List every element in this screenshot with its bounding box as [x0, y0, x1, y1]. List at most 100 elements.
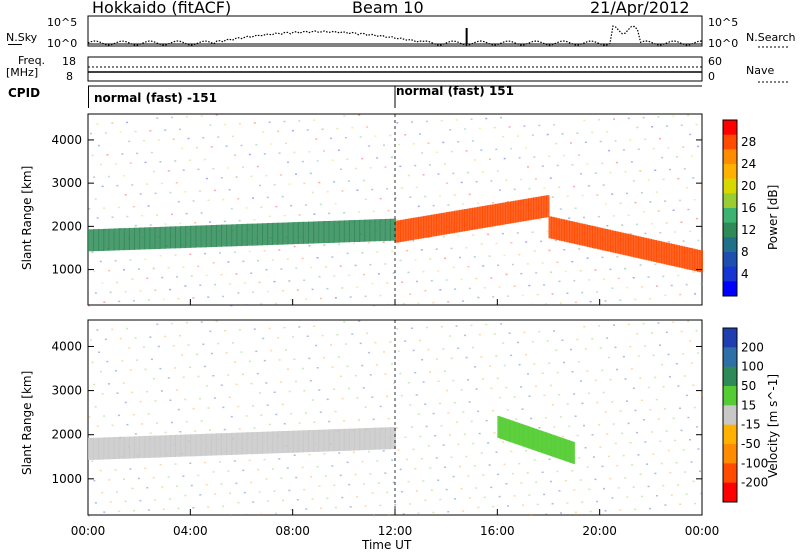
echo-band-cell [558, 437, 561, 460]
scatter-point [700, 283, 703, 285]
scatter-point [571, 260, 574, 263]
scatter-point [182, 376, 185, 378]
scatter-point [349, 506, 352, 508]
scatter-point [632, 180, 635, 182]
scatter-point [637, 148, 640, 150]
scatter-point [268, 215, 271, 218]
echo-band-cell [277, 431, 284, 454]
scatter-point [169, 399, 172, 401]
echo-band-cell [443, 212, 448, 235]
scatter-point [184, 191, 187, 193]
scatter-point [543, 394, 546, 397]
scatter-point [91, 154, 94, 157]
scatter-point [432, 301, 435, 304]
n-sky-tick-top: 10^5 [47, 16, 78, 29]
scatter-point [533, 156, 536, 158]
scatter-point [560, 302, 562, 304]
scatter-point [357, 419, 360, 421]
scatter-point [116, 281, 119, 284]
scatter-point [133, 300, 135, 302]
scatter-point [692, 480, 695, 483]
scatter-point [310, 476, 313, 478]
scatter-point [90, 132, 92, 135]
scatter-point [396, 219, 398, 221]
scatter-point [492, 202, 494, 204]
scatter-point [285, 349, 287, 351]
scatter-point [573, 279, 576, 282]
scatter-point [680, 124, 683, 126]
scatter-point [349, 296, 352, 298]
scatter-point [207, 506, 210, 508]
scatter-point [488, 365, 491, 367]
scatter-point [358, 320, 361, 322]
scatter-point [288, 390, 291, 393]
scatter-point [616, 464, 619, 467]
scatter-point [409, 503, 412, 505]
scatter-point [443, 370, 446, 372]
scatter-point [545, 513, 548, 515]
scatter-point [583, 325, 586, 328]
scatter-point [114, 469, 117, 471]
echo-band-cell [236, 432, 243, 455]
scatter-point [116, 491, 119, 493]
scatter-point [566, 502, 569, 504]
scatter-point [515, 418, 518, 420]
echo-band-cell [251, 223, 258, 246]
cpid-label: CPID [8, 86, 41, 100]
scatter-point [604, 510, 607, 512]
scatter-point [98, 144, 100, 147]
scatter-point [427, 349, 430, 351]
scatter-point [237, 405, 240, 408]
scatter-point [493, 126, 496, 129]
scatter-point [485, 419, 488, 422]
echo-band-cell [529, 426, 532, 449]
scatter-point [174, 160, 177, 162]
scatter-point [285, 142, 287, 145]
scatter-point [189, 159, 192, 161]
scatter-point [462, 510, 464, 512]
scatter-point [420, 249, 423, 251]
echo-band-cell [653, 240, 657, 262]
scatter-point [685, 283, 688, 286]
scatter-point [162, 298, 165, 301]
echo-band-cell [561, 437, 564, 460]
n-sky-label: N.Sky [6, 31, 38, 44]
scatter-point [275, 512, 277, 515]
scatter-point [331, 366, 334, 368]
scatter-point [304, 412, 307, 414]
scatter-point [641, 286, 644, 288]
scatter-point [156, 117, 159, 119]
scatter-point [321, 128, 324, 130]
scatter-point [230, 207, 233, 210]
scatter-point [369, 263, 372, 266]
scatter-point [159, 255, 162, 257]
scatter-point [693, 406, 696, 409]
echo-band-cell [451, 211, 455, 234]
scatter-point [144, 161, 147, 164]
scatter-point [192, 408, 195, 410]
scatter-point [495, 148, 498, 151]
echo-band-cell [562, 438, 565, 461]
power-colorbar-swatch [723, 193, 737, 209]
scatter-point [210, 352, 213, 355]
velocity-colorbar-tick-label: -15 [741, 418, 761, 432]
echo-band-cell [164, 226, 171, 249]
echo-band-cell [498, 416, 501, 439]
scatter-point [611, 401, 614, 403]
scatter-point [283, 214, 286, 217]
scatter-point [659, 137, 661, 140]
scatter-point [619, 509, 622, 511]
scatter-point [622, 355, 625, 358]
scatter-point [290, 205, 293, 207]
scatter-point [680, 221, 683, 223]
scatter-point [242, 373, 244, 376]
echo-band-cell [686, 247, 691, 270]
scatter-point [415, 186, 418, 189]
scatter-point [205, 385, 208, 387]
scatter-point [215, 114, 218, 116]
scatter-point [464, 128, 467, 130]
scatter-point [462, 203, 465, 205]
scatter-point [467, 265, 470, 268]
scatter-point [144, 258, 147, 261]
